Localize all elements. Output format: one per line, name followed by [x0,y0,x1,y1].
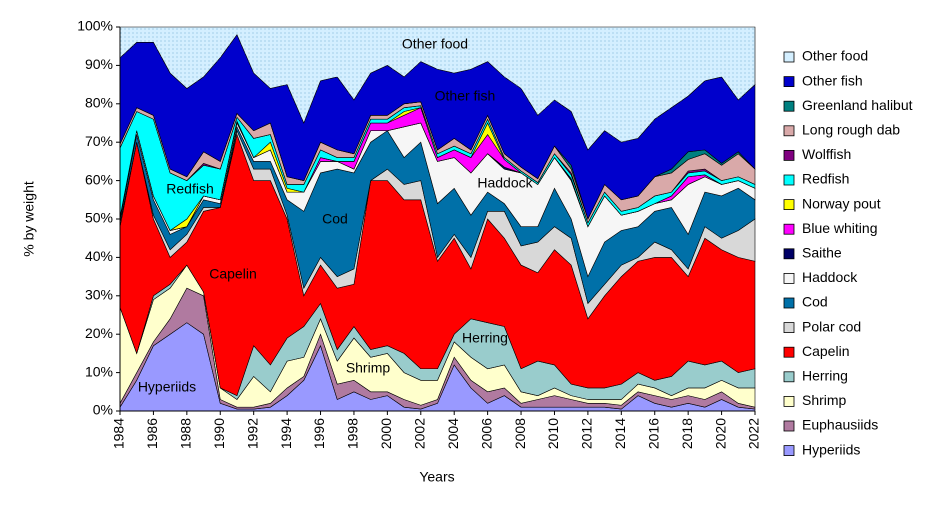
x-tick-label: 2018 [679,418,695,449]
legend-label: Cod [802,294,828,310]
x-tick-label: 2014 [612,418,628,449]
legend-label: Hyperiids [802,441,860,457]
annotation: Cod [322,211,348,227]
x-tick-label: 2002 [411,418,427,449]
legend-swatch [783,248,795,260]
legend-label: Wolffish [802,146,851,162]
x-tick-label: 1988 [178,418,194,449]
y-tick-label: 50% [85,210,113,226]
x-tick-label: 2008 [512,418,528,449]
x-tick-label: 2010 [545,418,561,449]
legend-label: Norway pout [802,195,881,211]
legend-swatch [783,51,795,63]
legend-label: Saithe [802,245,842,261]
legend-label: Blue whiting [802,220,878,236]
x-tick-label: 1994 [278,418,294,449]
y-tick-label: 70% [85,133,113,149]
legend-swatch [783,76,795,87]
x-tick-label: 1984 [111,418,127,449]
legend-swatch [783,445,795,457]
legend-label: Capelin [802,343,849,359]
legend-swatch [783,149,795,161]
y-tick-label: 40% [85,248,113,264]
legend-label: Euphausiids [802,417,878,433]
legend-swatch [783,322,795,334]
annotation: Herring [462,330,508,346]
annotation: Other food [402,36,468,52]
y-tick-label: 60% [85,171,113,187]
legend-swatch [783,420,795,432]
annotation: Redfish [166,181,213,197]
legend-swatch [783,346,795,358]
x-tick-label: 2000 [378,418,394,449]
legend-label: Redfish [802,171,849,187]
x-tick-label: 1986 [144,418,160,449]
y-tick-label: 90% [85,56,113,72]
legend-label: Greenland halibut [802,97,913,113]
legend-label: Polar cod [802,318,861,334]
legend-swatch [783,199,795,211]
y-axis-label: % by weight [21,181,37,257]
legend-swatch [783,223,795,235]
legend-swatch [783,100,795,112]
legend-label: Herring [802,368,848,384]
x-axis-label: Years [419,469,454,485]
legend-swatch [783,272,795,284]
legend-swatch [783,125,795,137]
x-tick-label: 1998 [345,418,361,449]
legend-label: Haddock [802,269,858,285]
legend-swatch [783,297,795,309]
annotation: Hyperiids [138,379,196,395]
legend-label: Other food [802,48,868,64]
y-tick-label: 100% [77,18,113,34]
annotation: Other fish [435,88,496,104]
y-tick-label: 10% [85,363,113,379]
area-texture [120,27,755,150]
x-tick-label: 2004 [445,418,461,449]
annotation: Haddock [477,175,533,191]
x-tick-label: 2012 [579,418,595,449]
legend-label: Other fish [802,72,863,88]
x-tick-label: 2020 [712,418,728,449]
legend-swatch [783,174,795,186]
y-tick-label: 20% [85,325,113,341]
x-tick-label: 2022 [746,418,762,449]
y-tick-label: 80% [85,95,113,111]
legend-swatch [783,395,795,407]
x-tick-label: 1990 [211,418,227,449]
x-tick-label: 2016 [645,418,661,449]
y-tick-label: 0% [93,402,113,418]
legend-label: Shrimp [802,392,847,408]
annotation: Capelin [209,266,256,282]
legend-label: Long rough dab [802,122,900,138]
x-tick-label: 2006 [478,418,494,449]
annotation: Shrimp [346,360,391,376]
y-tick-label: 30% [85,287,113,303]
x-tick-label: 1996 [311,418,327,449]
x-tick-label: 1992 [244,418,260,449]
legend-swatch [783,371,795,383]
